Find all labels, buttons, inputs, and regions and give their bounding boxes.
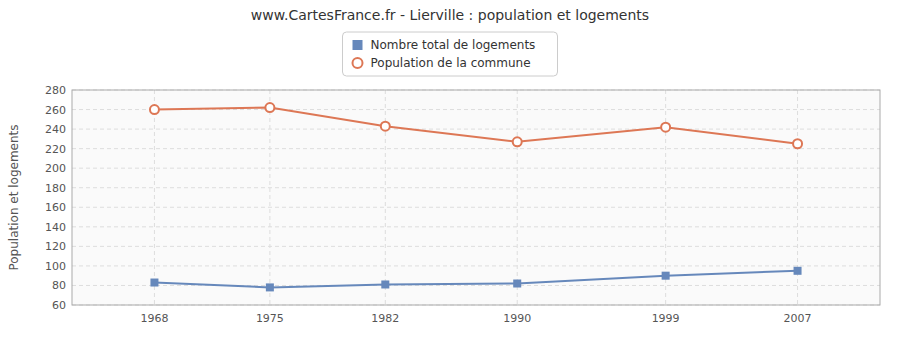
grid (72, 90, 880, 305)
series-line (154, 108, 797, 144)
data (150, 103, 802, 291)
y-tick-label: 160 (45, 201, 66, 214)
y-tick-label: 60 (52, 299, 66, 312)
point (662, 272, 670, 280)
grid-line-y (72, 168, 880, 169)
legend-label: Population de la commune (371, 56, 531, 70)
y-tick-label: 80 (52, 279, 66, 292)
plot-frame (72, 90, 880, 305)
chart: www.CartesFrance.fr - Lierville : popula… (0, 0, 900, 340)
y-tick-label: 140 (45, 221, 66, 234)
x-tick-label: 1999 (652, 312, 680, 325)
legend-swatch (353, 40, 363, 50)
y-tick-label: 260 (45, 104, 66, 117)
grid-line-y (72, 187, 880, 188)
legend-swatch (353, 58, 363, 68)
y-tick-label: 180 (45, 182, 66, 195)
grid-line-x (269, 90, 270, 305)
series-line (154, 271, 797, 288)
legend-label: Nombre total de logements (371, 38, 536, 52)
point (381, 280, 389, 288)
legend-box (343, 32, 558, 76)
point (150, 105, 159, 114)
y-tick-label: 280 (45, 84, 66, 97)
title: www.CartesFrance.fr - Lierville : popula… (251, 7, 649, 23)
grid-line-x (154, 90, 155, 305)
grid-line-y (72, 207, 880, 208)
y-tick-label: 200 (45, 162, 66, 175)
point (513, 137, 522, 146)
grid-line-y (72, 226, 880, 227)
point (794, 267, 802, 275)
point (265, 103, 274, 112)
y-axis-label: Population et logements (7, 124, 21, 270)
y-tick-label: 220 (45, 143, 66, 156)
grid-line-y (72, 265, 880, 266)
grid-line-y (72, 246, 880, 247)
legend: Nombre total de logements Population de l… (343, 32, 558, 76)
grid-line-y (72, 129, 880, 130)
grid-line-x (517, 90, 518, 305)
point (513, 280, 521, 288)
grid-line-y (72, 148, 880, 149)
y-tick-label: 240 (45, 123, 66, 136)
point (150, 279, 158, 287)
plot-background (72, 90, 880, 305)
x-tick-label: 2007 (784, 312, 812, 325)
x-tick-label: 1968 (140, 312, 168, 325)
x-tick-label: 1982 (371, 312, 399, 325)
point (661, 123, 670, 132)
point (381, 122, 390, 131)
point (266, 283, 274, 291)
point (793, 139, 802, 148)
y-tick-label: 100 (45, 260, 66, 273)
x-tick-label: 1990 (503, 312, 531, 325)
x-tick-label: 1975 (256, 312, 284, 325)
y-tick-label: 120 (45, 240, 66, 253)
